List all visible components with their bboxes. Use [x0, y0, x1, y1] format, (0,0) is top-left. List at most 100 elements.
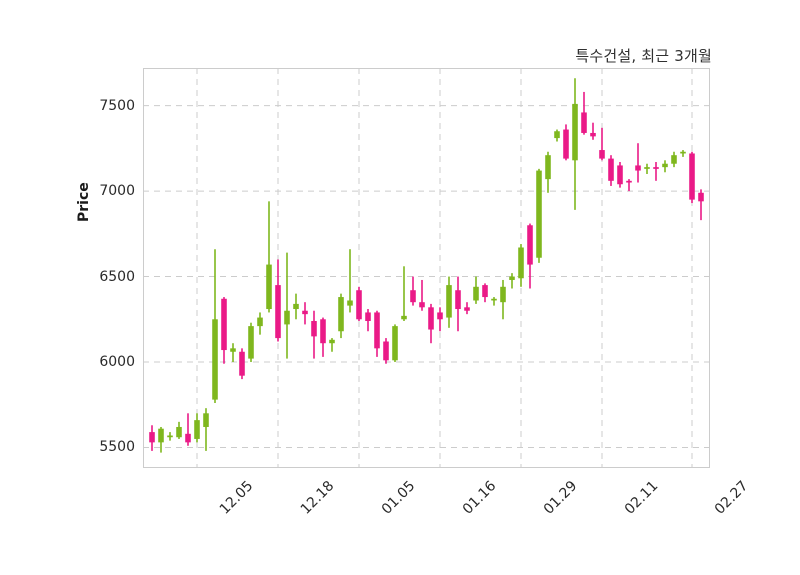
- candle-body: [617, 165, 623, 185]
- candle-body: [293, 303, 299, 310]
- candle-body: [356, 290, 362, 320]
- candlestick: [401, 266, 407, 321]
- candle-body: [608, 158, 614, 181]
- candlestick: [545, 151, 551, 193]
- candle-body: [680, 151, 686, 154]
- candle-body: [500, 286, 506, 303]
- candle-body: [671, 155, 677, 164]
- candle-body: [329, 339, 335, 344]
- candlestick: [392, 324, 398, 363]
- candlestick: [311, 310, 317, 359]
- candlestick: [374, 310, 380, 357]
- candle-body: [194, 420, 200, 439]
- candlestick: [338, 293, 344, 339]
- candle-body: [635, 165, 641, 171]
- plot-area: [143, 68, 710, 468]
- candlestick: [302, 302, 308, 325]
- candlestick: [383, 338, 389, 364]
- candle-body: [581, 112, 587, 133]
- candlestick: [275, 259, 281, 342]
- candle-body: [167, 435, 173, 438]
- candlestick: [671, 151, 677, 168]
- candle-body: [626, 180, 632, 183]
- candle-body: [473, 286, 479, 301]
- chart-title: 특수건설, 최근 3개월: [575, 47, 712, 65]
- y-axis-tick-label: 7500: [99, 97, 135, 114]
- candle-body: [464, 307, 470, 311]
- candlestick: [212, 249, 218, 404]
- candle-body: [419, 302, 425, 308]
- candlestick: [509, 273, 515, 289]
- candle-body: [572, 103, 578, 161]
- candle-body: [590, 132, 596, 137]
- candle-body: [554, 131, 560, 139]
- candlestick: [365, 309, 371, 332]
- candlestick: [626, 179, 632, 192]
- candle-body: [401, 315, 407, 320]
- x-axis-tick-label: 01.16: [459, 478, 500, 518]
- candle-body: [239, 351, 245, 376]
- candle-body: [365, 312, 371, 321]
- candlestick: [599, 127, 605, 161]
- candle-body: [212, 319, 218, 400]
- candlestick: [347, 249, 353, 313]
- candle-body: [527, 225, 533, 265]
- candlestick: [284, 252, 290, 359]
- candle-body: [149, 432, 155, 443]
- candlestick: [635, 143, 641, 183]
- candlestick: [221, 297, 227, 364]
- candle-body: [176, 426, 182, 438]
- candle-body: [230, 348, 236, 352]
- candlestick: [167, 432, 173, 441]
- candlestick: [617, 162, 623, 188]
- candlestick: [194, 413, 200, 443]
- candlestick: [230, 343, 236, 363]
- candle-body: [482, 285, 488, 298]
- candlestick: [293, 293, 299, 320]
- candlestick: [455, 276, 461, 332]
- candlestick: [428, 303, 434, 344]
- candle-body: [518, 247, 524, 279]
- candlestick: [698, 189, 704, 221]
- candle-body: [509, 276, 515, 280]
- candle-body: [410, 290, 416, 303]
- candlestick: [437, 307, 443, 332]
- candle-body: [221, 298, 227, 351]
- candlestick: [500, 279, 506, 320]
- candlestick: [473, 276, 479, 304]
- candle-body: [455, 290, 461, 310]
- x-axis-tick-label: 02.11: [621, 478, 662, 518]
- candle-body: [347, 300, 353, 306]
- candlestick: [356, 286, 362, 321]
- candle-body: [374, 312, 380, 349]
- x-axis-tick-label: 02.27: [711, 478, 752, 518]
- candle-body: [689, 153, 695, 200]
- candlestick: [446, 276, 452, 328]
- candlestick: [581, 91, 587, 135]
- candlestick: [518, 244, 524, 287]
- candlestick-series: [143, 68, 710, 468]
- candle-body: [599, 150, 605, 159]
- candle-body: [257, 317, 263, 327]
- candlestick: [266, 201, 272, 313]
- candle-body: [266, 264, 272, 310]
- candlestick: [320, 317, 326, 357]
- candle-body: [437, 312, 443, 320]
- x-axis-tick-label: 01.05: [378, 478, 419, 518]
- candle-body: [662, 163, 668, 168]
- candle-body: [302, 310, 308, 315]
- candle-body: [698, 192, 704, 202]
- y-axis-tick-label: 6500: [99, 268, 135, 285]
- candlestick: [536, 168, 542, 263]
- candlestick: [257, 312, 263, 335]
- candlestick: [563, 124, 569, 161]
- candle-body: [203, 413, 209, 427]
- candle-body: [644, 167, 650, 169]
- candlestick: [149, 425, 155, 451]
- candle-body: [275, 285, 281, 339]
- candlestick: [410, 276, 416, 306]
- candle-body: [185, 433, 191, 443]
- candlestick: [185, 413, 191, 446]
- candle-body: [320, 319, 326, 344]
